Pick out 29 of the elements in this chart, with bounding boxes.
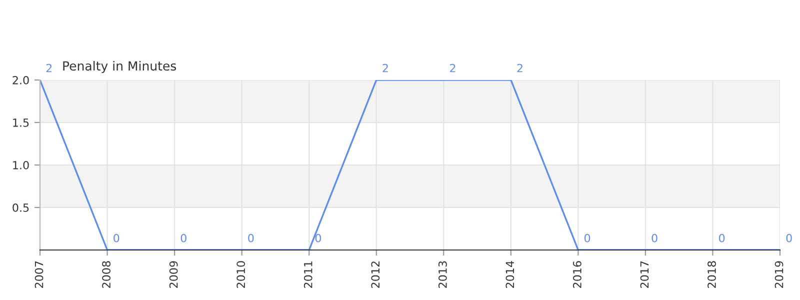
x-tick-label: 2016 bbox=[573, 261, 582, 288]
data-label: 0 bbox=[114, 234, 120, 242]
data-label: 2 bbox=[382, 64, 388, 72]
data-label: 0 bbox=[786, 234, 792, 242]
data-label: 0 bbox=[248, 234, 254, 242]
data-label: 2 bbox=[450, 64, 456, 72]
x-tick-label: 2013 bbox=[438, 261, 447, 288]
data-label: 0 bbox=[584, 234, 590, 242]
x-tick-label: 2007 bbox=[34, 261, 44, 288]
x-tick-label: 2018 bbox=[708, 261, 716, 288]
chart-title: Penalty in Minutes bbox=[63, 60, 176, 74]
data-label: 0 bbox=[652, 234, 658, 242]
x-tick-label: 2014 bbox=[506, 261, 514, 288]
data-label: 0 bbox=[719, 234, 725, 242]
x-tick-label: 2008 bbox=[102, 261, 110, 288]
x-tick-label: 2010 bbox=[236, 261, 246, 288]
x-tick-label: 2011 bbox=[304, 261, 312, 288]
x-tick-label: 2017 bbox=[640, 261, 649, 288]
x-tick-label: 2012 bbox=[371, 262, 380, 288]
x-tick-label: 2019 bbox=[774, 261, 784, 288]
data-label: 0 bbox=[180, 234, 186, 242]
data-label: 0 bbox=[315, 234, 321, 242]
y-tick-label: 1.5 bbox=[13, 118, 29, 127]
y-tick-label: 1.0 bbox=[13, 160, 29, 170]
y-tick-label: 2.0 bbox=[12, 76, 29, 84]
y-tick-label: 0.5 bbox=[12, 203, 29, 212]
x-tick-label: 2009 bbox=[169, 261, 178, 288]
data-label: 2 bbox=[517, 64, 522, 72]
data-label: 2 bbox=[46, 64, 52, 72]
